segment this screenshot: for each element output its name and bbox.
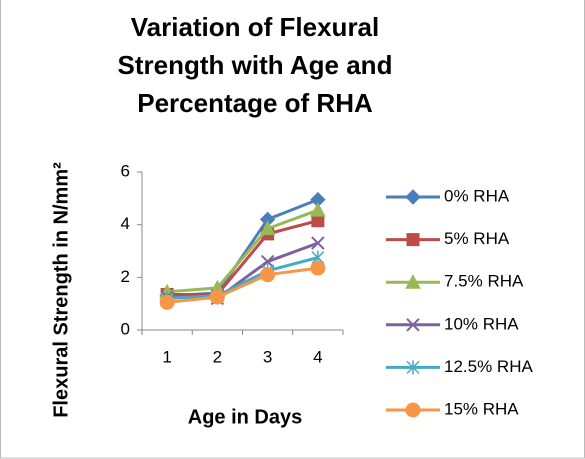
legend-label: 0% RHA (444, 186, 510, 205)
marker (405, 402, 421, 418)
series-line (167, 256, 319, 300)
marker (405, 189, 421, 205)
legend-label: 15% RHA (444, 399, 519, 418)
y-tick-label: 2 (121, 267, 130, 286)
marker (406, 318, 420, 332)
marker (311, 236, 325, 250)
legend-label: 5% RHA (444, 229, 510, 248)
x-tick-label: 2 (213, 347, 222, 366)
x-tick-label: 4 (313, 347, 322, 366)
marker (260, 254, 275, 269)
marker (259, 220, 276, 236)
series-line (166, 266, 319, 304)
marker (406, 233, 420, 247)
y-axis-title: Flexural Strength in N/mm² (50, 162, 72, 418)
series-line (167, 219, 319, 296)
marker (260, 267, 276, 283)
x-axis-title: Age in Days (188, 406, 302, 428)
y-tick-label: 4 (121, 214, 130, 233)
legend-label: 7.5% RHA (444, 272, 524, 291)
y-tick-label: 0 (121, 319, 130, 338)
marker (405, 274, 421, 289)
marker (310, 260, 326, 276)
series-line (167, 208, 319, 294)
marker (209, 289, 225, 305)
y-tick-label: 6 (121, 161, 130, 180)
x-tick-label: 1 (162, 347, 171, 366)
legend-label: 12.5% RHA (444, 357, 533, 376)
legend-label: 10% RHA (444, 314, 519, 333)
x-tick-label: 3 (263, 347, 272, 366)
marker (159, 294, 175, 310)
marker (310, 202, 326, 217)
marker (406, 360, 420, 375)
chart-title: Variation of Flexural Strength with Age … (117, 12, 393, 118)
